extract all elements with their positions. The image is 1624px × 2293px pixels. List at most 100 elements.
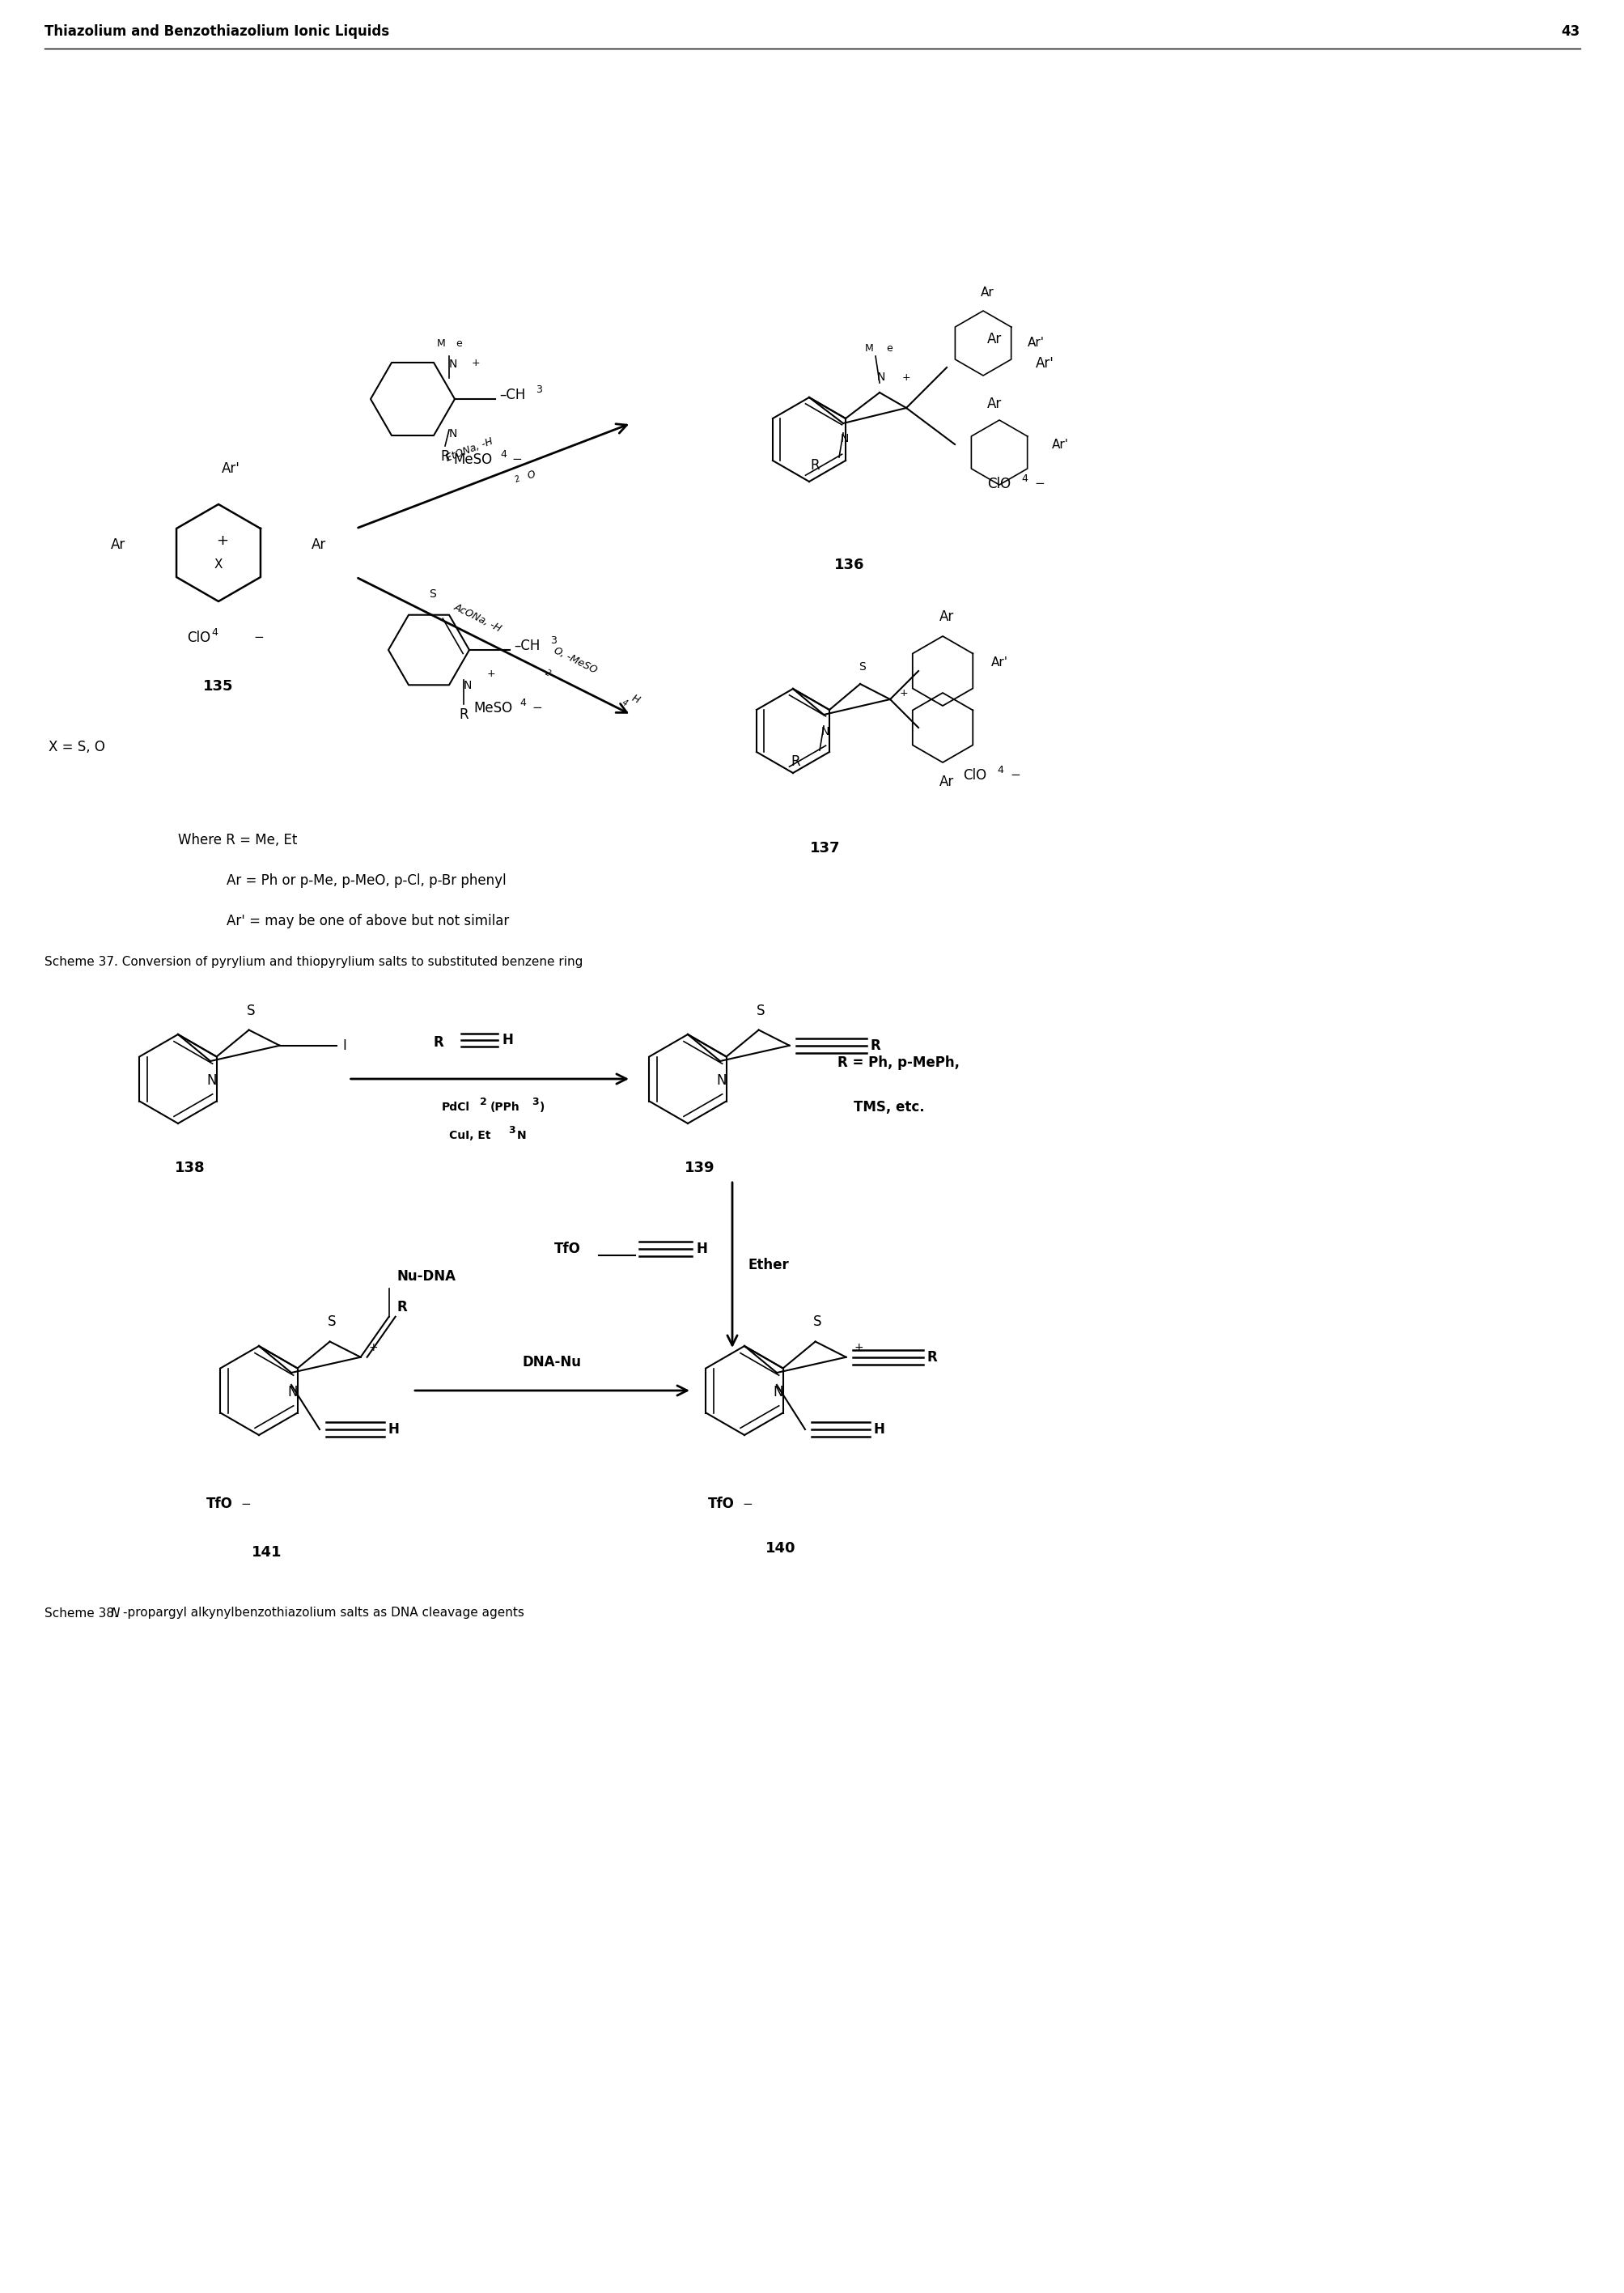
Text: N: N	[463, 681, 473, 690]
Text: Ar': Ar'	[1051, 438, 1069, 449]
Text: S: S	[755, 1004, 765, 1018]
Text: Ar = Ph or p-Me, p-MeO, p-Cl, p-Br phenyl: Ar = Ph or p-Me, p-MeO, p-Cl, p-Br pheny…	[226, 874, 507, 887]
Text: Ar': Ar'	[1026, 337, 1044, 349]
Text: Ar: Ar	[312, 537, 326, 553]
Text: 4: 4	[211, 628, 218, 637]
Text: N: N	[773, 1385, 783, 1399]
Text: 141: 141	[252, 1545, 283, 1559]
Text: S: S	[247, 1004, 255, 1018]
Text: Ar': Ar'	[221, 461, 240, 477]
Text: 3: 3	[508, 1126, 515, 1135]
Text: -propargyl alkynylbenzothiazolium salts as DNA cleavage agents: -propargyl alkynylbenzothiazolium salts …	[123, 1607, 525, 1619]
Text: O, -MeSO: O, -MeSO	[552, 644, 598, 676]
Text: −: −	[253, 633, 263, 644]
Text: AcONa, -H: AcONa, -H	[451, 601, 503, 633]
Text: Ar: Ar	[939, 775, 953, 789]
Text: Nu-DNA: Nu-DNA	[396, 1268, 456, 1284]
Text: MeSO: MeSO	[473, 702, 512, 715]
Text: +: +	[900, 688, 908, 697]
Text: 4: 4	[620, 699, 628, 709]
Text: EtONa, -H: EtONa, -H	[443, 436, 494, 463]
Text: H: H	[502, 1032, 513, 1048]
Text: CuI, Et: CuI, Et	[450, 1130, 490, 1142]
Text: 135: 135	[203, 679, 234, 695]
Text: 4: 4	[997, 766, 1002, 775]
Text: H: H	[628, 692, 641, 706]
Text: TfO: TfO	[206, 1497, 232, 1511]
Text: Ether: Ether	[749, 1259, 789, 1273]
Text: H: H	[874, 1422, 885, 1438]
Text: Scheme 37. Conversion of pyrylium and thiopyrylium salts to substituted benzene : Scheme 37. Conversion of pyrylium and th…	[44, 956, 583, 968]
Text: 43: 43	[1561, 25, 1580, 39]
Text: R: R	[791, 754, 799, 768]
Text: DNA-Nu: DNA-Nu	[523, 1355, 581, 1369]
Text: X: X	[214, 559, 222, 571]
Text: S: S	[812, 1314, 820, 1330]
Text: ): )	[539, 1101, 546, 1112]
Text: TfO: TfO	[708, 1497, 734, 1511]
Text: R: R	[434, 1034, 443, 1050]
Text: 139: 139	[684, 1160, 715, 1176]
Text: X = S, O: X = S, O	[49, 741, 106, 754]
Text: N: N	[448, 429, 456, 440]
Text: e: e	[455, 339, 461, 349]
Text: Thiazolium and Benzothiazolium Ionic Liquids: Thiazolium and Benzothiazolium Ionic Liq…	[44, 25, 390, 39]
Text: +: +	[486, 670, 495, 679]
Text: e: e	[885, 342, 892, 353]
Text: 138: 138	[175, 1160, 205, 1176]
Text: Ar: Ar	[987, 332, 1002, 346]
Text: Ar': Ar'	[1034, 355, 1054, 371]
Text: N: N	[877, 371, 885, 383]
Text: +: +	[471, 358, 481, 369]
Text: +: +	[901, 374, 911, 383]
Text: 140: 140	[765, 1541, 796, 1555]
Text: N: N	[820, 727, 830, 738]
Text: H: H	[388, 1422, 400, 1438]
Text: −: −	[1010, 770, 1020, 782]
Text: −: −	[512, 454, 521, 465]
Text: −: −	[742, 1497, 752, 1509]
Text: 136: 136	[835, 557, 864, 573]
Text: R: R	[460, 709, 468, 722]
Text: R: R	[927, 1351, 937, 1364]
Text: 4: 4	[520, 697, 526, 709]
Text: PdCl: PdCl	[442, 1101, 469, 1112]
Text: H: H	[695, 1241, 706, 1257]
Text: N: N	[287, 1385, 297, 1399]
Text: S: S	[429, 589, 437, 601]
Text: ClO: ClO	[987, 477, 1010, 491]
Text: ClO: ClO	[963, 768, 986, 782]
Text: 3: 3	[551, 635, 557, 647]
Text: TfO: TfO	[554, 1241, 581, 1257]
Text: N: N	[840, 433, 849, 445]
Text: 3: 3	[536, 385, 542, 394]
Text: 2: 2	[513, 475, 521, 484]
Text: I: I	[343, 1039, 346, 1052]
Text: M: M	[864, 342, 872, 353]
Text: N: N	[448, 358, 456, 369]
Text: (PPh: (PPh	[489, 1101, 520, 1112]
Text: –CH: –CH	[513, 640, 539, 654]
Text: N: N	[516, 1130, 526, 1142]
Text: –CH: –CH	[499, 388, 525, 401]
Text: Ar' = may be one of above but not similar: Ar' = may be one of above but not simila…	[226, 915, 508, 929]
Text: Ar: Ar	[979, 287, 994, 298]
Text: −: −	[240, 1497, 250, 1509]
Text: Ar: Ar	[987, 397, 1002, 410]
Text: Ar: Ar	[939, 610, 953, 624]
Text: N: N	[110, 1607, 120, 1619]
Text: Ar': Ar'	[991, 656, 1009, 670]
Text: Scheme 38.: Scheme 38.	[44, 1607, 122, 1619]
Text: R: R	[396, 1300, 408, 1314]
Text: O: O	[526, 468, 538, 482]
Text: M: M	[437, 339, 445, 349]
Text: 4: 4	[1020, 472, 1026, 484]
Text: 2: 2	[479, 1096, 487, 1108]
Text: R = Ph, p-MePh,: R = Ph, p-MePh,	[836, 1055, 960, 1071]
Text: ClO: ClO	[187, 631, 209, 644]
Text: +: +	[854, 1341, 864, 1353]
Text: R: R	[870, 1039, 880, 1052]
Text: R: R	[440, 449, 450, 463]
Text: N: N	[206, 1073, 218, 1087]
Text: R: R	[810, 459, 818, 472]
